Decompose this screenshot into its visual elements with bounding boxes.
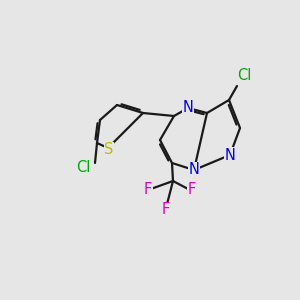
Text: N: N (225, 148, 236, 163)
Text: F: F (188, 182, 196, 197)
Text: N: N (189, 163, 200, 178)
Text: Cl: Cl (237, 68, 251, 83)
Text: Cl: Cl (76, 160, 90, 175)
Text: F: F (162, 202, 170, 217)
Text: S: S (104, 142, 114, 158)
Text: F: F (144, 182, 152, 197)
Text: N: N (183, 100, 194, 116)
